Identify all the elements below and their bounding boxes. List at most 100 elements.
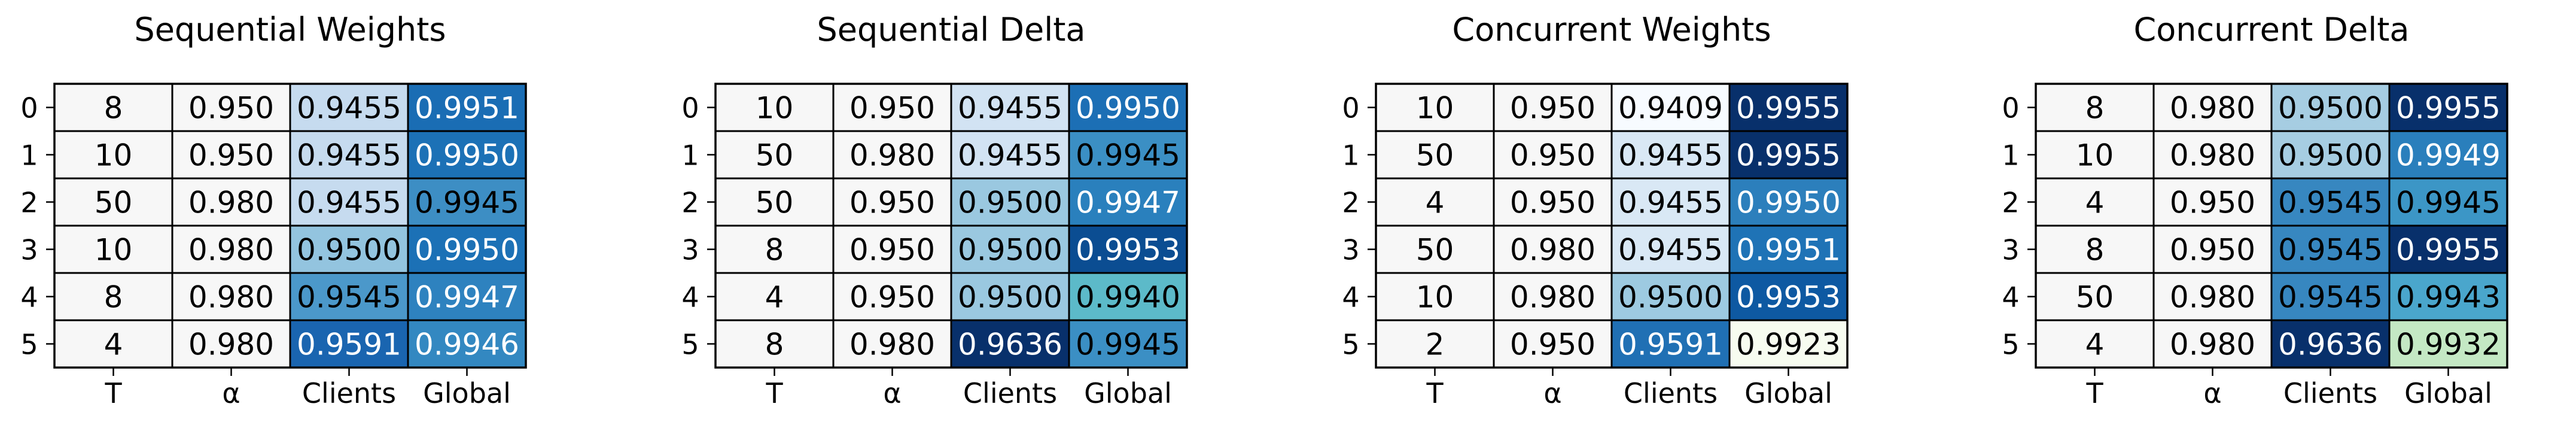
column-tick-label: Global xyxy=(2404,377,2492,409)
heatmap-cell xyxy=(289,224,409,274)
cell-value: 0.9950 xyxy=(415,233,519,268)
row-tick-label: 4 xyxy=(1342,281,1359,314)
cell-value: 0.9955 xyxy=(1736,91,1841,126)
cell-value: 8 xyxy=(2085,233,2105,268)
cell-value: 4 xyxy=(1426,186,1445,220)
column-tick-label: α xyxy=(2203,377,2221,409)
row-tick-label: 1 xyxy=(1342,139,1359,172)
cell-value: 0.9455 xyxy=(297,138,401,173)
heatmap-cell xyxy=(1728,224,1849,274)
cell-value: 0.9953 xyxy=(1076,233,1180,268)
heatmap-cell xyxy=(714,224,835,274)
cell-value: 0.950 xyxy=(1510,327,1595,362)
row-tick-label: 0 xyxy=(681,92,699,125)
cell-value: 0.9591 xyxy=(297,327,401,362)
heatmap-cell xyxy=(2270,177,2391,227)
cell-value: 0.980 xyxy=(849,138,935,173)
heatmap-cell xyxy=(950,177,1070,227)
cell-value: 10 xyxy=(756,91,794,126)
heatmap-cell xyxy=(2270,130,2391,180)
heatmap-cell xyxy=(1068,130,1188,180)
row-tick-label: 1 xyxy=(681,139,699,172)
cell-value: 0.980 xyxy=(188,186,274,220)
panel-title: Concurrent Delta xyxy=(2133,11,2409,48)
cell-value: 0.980 xyxy=(188,327,274,362)
cell-value: 0.9545 xyxy=(297,280,401,315)
cell-value: 0.9955 xyxy=(2396,91,2501,126)
cell-value: 0.950 xyxy=(849,186,935,220)
panel-title: Sequential Delta xyxy=(817,11,1086,48)
cell-value: 50 xyxy=(1416,138,1454,173)
cell-value: 0.9500 xyxy=(958,186,1062,220)
heatmap-cell xyxy=(2388,224,2508,274)
cell-value: 0.9455 xyxy=(1618,233,1723,268)
cell-value: 0.9955 xyxy=(1736,138,1841,173)
row-tick-label: 3 xyxy=(681,234,699,266)
row-tick-label: 3 xyxy=(20,234,38,266)
row-tick-label: 4 xyxy=(2002,281,2019,314)
cell-value: 0.9455 xyxy=(958,138,1062,173)
heatmap-cell xyxy=(2152,130,2273,180)
cell-value: 0.950 xyxy=(188,91,274,126)
cell-value: 0.9545 xyxy=(2278,186,2383,220)
heatmap-cell xyxy=(2152,177,2273,227)
panel-title: Sequential Weights xyxy=(134,11,446,48)
cell-value: 0.950 xyxy=(188,138,274,173)
heatmap-cell xyxy=(1610,272,1731,321)
column-tick-label: Clients xyxy=(1624,377,1718,409)
heatmap-cell xyxy=(2270,319,2391,369)
heatmap-cell xyxy=(1610,177,1731,227)
cell-value: 50 xyxy=(1416,233,1454,268)
heatmap-cell xyxy=(950,319,1070,369)
cell-value: 0.980 xyxy=(1510,233,1595,268)
cell-value: 0.950 xyxy=(2170,233,2255,268)
cell-value: 0.9950 xyxy=(1736,186,1841,220)
cell-value: 0.950 xyxy=(1510,186,1595,220)
heatmap-cell xyxy=(714,177,835,227)
cell-value: 10 xyxy=(95,233,133,268)
heatmap-cell xyxy=(2035,319,2155,369)
cell-value: 0.9943 xyxy=(2396,280,2501,315)
row-tick-label: 5 xyxy=(681,329,699,361)
column-tick-label: Clients xyxy=(963,377,1057,409)
cell-value: 0.950 xyxy=(1510,91,1595,126)
row-tick-label: 3 xyxy=(1342,234,1359,266)
heatmap-cell xyxy=(1610,319,1731,369)
heatmap-cell xyxy=(1728,272,1849,321)
cell-value: 0.9940 xyxy=(1076,280,1180,315)
cell-value: 0.950 xyxy=(1510,138,1595,173)
cell-value: 8 xyxy=(2085,91,2105,126)
cell-value: 50 xyxy=(756,138,794,173)
heatmap-cell xyxy=(950,272,1070,321)
heatmap-cell xyxy=(171,224,291,274)
cell-value: 0.9953 xyxy=(1736,280,1841,315)
table-frame xyxy=(714,83,1188,369)
table-frame xyxy=(1375,83,1849,369)
heatmap-cell xyxy=(2388,83,2508,132)
cell-value: 0.9951 xyxy=(415,91,519,126)
cell-value: 0.9500 xyxy=(958,233,1062,268)
cell-value: 10 xyxy=(1416,280,1454,315)
heatmap-cell xyxy=(289,177,409,227)
heatmap-cell xyxy=(1728,177,1849,227)
cell-value: 8 xyxy=(104,91,123,126)
cell-value: 0.9949 xyxy=(2396,138,2501,173)
heatmap-cell xyxy=(1610,224,1731,274)
heatmap-cell xyxy=(1610,130,1731,180)
heatmap-cell xyxy=(1728,130,1849,180)
cell-value: 0.980 xyxy=(1510,280,1595,315)
column-tick-label: α xyxy=(222,377,240,409)
heatmap-cell xyxy=(714,272,835,321)
row-tick-label: 5 xyxy=(2002,329,2019,361)
cell-value: 0.9945 xyxy=(1076,327,1180,362)
row-tick-label: 2 xyxy=(1342,187,1359,219)
cell-value: 0.980 xyxy=(2170,91,2255,126)
cell-value: 0.9500 xyxy=(297,233,401,268)
cell-value: 0.9945 xyxy=(415,186,519,220)
cell-value: 0.9455 xyxy=(958,91,1062,126)
heatmap-cell xyxy=(289,272,409,321)
cell-value: 0.9636 xyxy=(958,327,1062,362)
heatmap-cell xyxy=(832,224,952,274)
cell-value: 0.9950 xyxy=(1076,91,1180,126)
